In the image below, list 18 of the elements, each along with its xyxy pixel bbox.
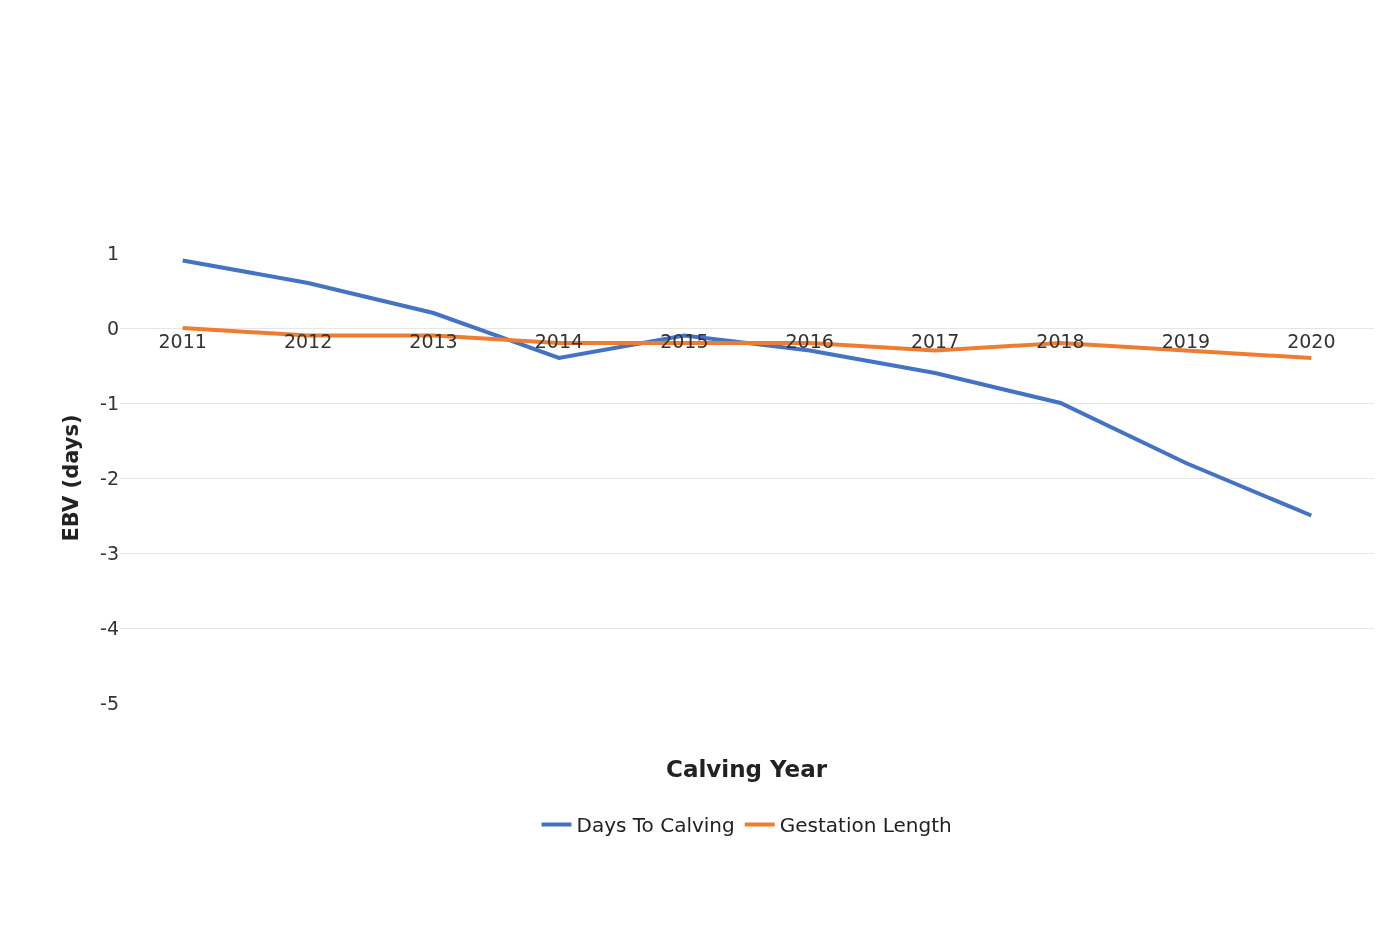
y-tick-label: -1 (100, 391, 119, 414)
x-tick-label: 2015 (660, 330, 709, 352)
x-axis-title: Calving Year (666, 756, 828, 782)
x-tick-label: 2017 (910, 330, 960, 352)
y-tick-label: 1 (106, 241, 119, 264)
y-tick-label: -5 (100, 691, 119, 714)
x-tick-label: 2012 (283, 330, 333, 352)
y-tick-label: 0 (106, 316, 119, 339)
x-tick-label: 2019 (1161, 330, 1211, 352)
y-tick-label: -3 (100, 541, 119, 564)
legend-label: Gestation Length (779, 813, 952, 838)
y-tick-label: -2 (100, 466, 119, 489)
legend-label: Days To Calving (576, 813, 735, 838)
x-tick-label: 2020 (1287, 330, 1336, 352)
y-tick-label: -4 (100, 616, 119, 639)
y-axis-title: EBV (days) (59, 414, 84, 542)
x-tick-label: 2013 (409, 330, 458, 352)
x-tick-label: 2011 (158, 330, 207, 352)
